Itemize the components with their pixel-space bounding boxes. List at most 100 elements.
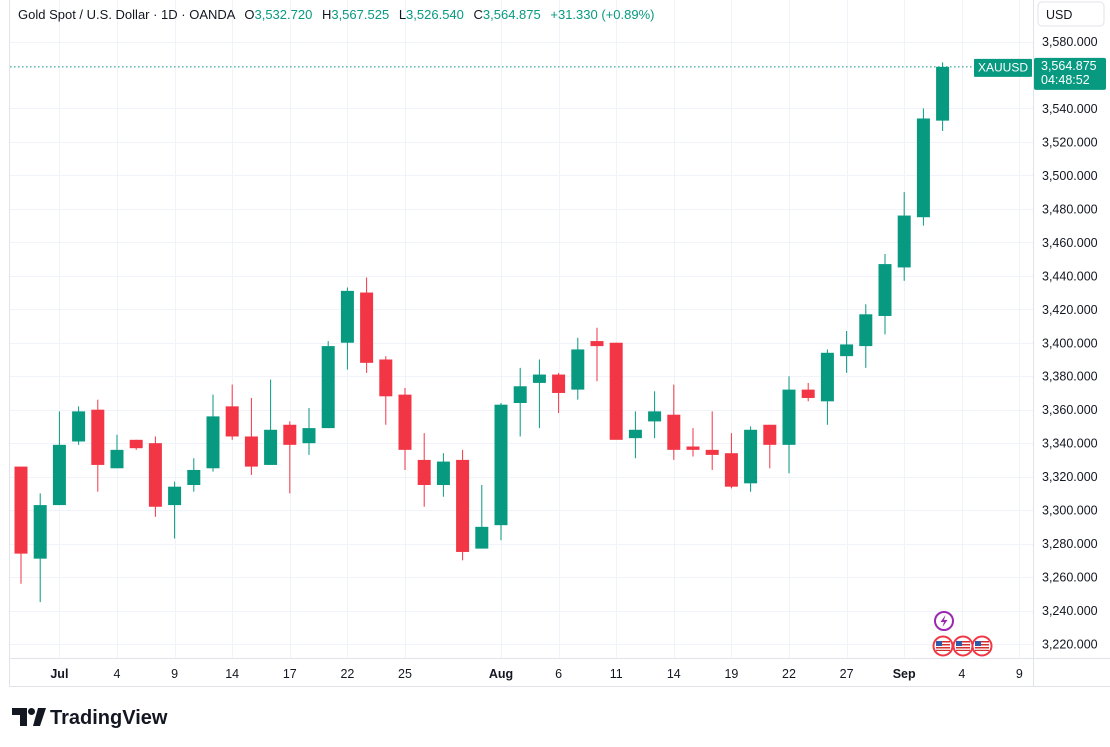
time-tick-label: 14: [667, 667, 681, 681]
price-tick-label: 3,300.000: [1042, 504, 1098, 518]
tradingview-logo-text: TradingView: [50, 707, 168, 729]
candle-body: [33, 505, 47, 559]
candle-body: [475, 526, 489, 549]
candles: [14, 62, 950, 603]
last-price-tag: 3,564.875 04:48:52: [1034, 57, 1106, 90]
high-label: H: [322, 7, 331, 22]
candle: [532, 359, 546, 429]
candle: [456, 449, 470, 561]
us-flag-icon[interactable]: [952, 635, 974, 657]
time-tick-label: 27: [840, 667, 854, 681]
candle: [897, 192, 911, 281]
time-axis[interactable]: Jul 4 9 14 17 22 25 Aug 6 11 14 19 22 27 Sep 4 9: [50, 667, 1023, 681]
open-label: O: [244, 7, 254, 22]
candle-body: [340, 290, 354, 343]
price-tick-label: 3,220.000: [1042, 638, 1098, 652]
candle-body: [667, 414, 681, 450]
legend: Gold Spot / U.S. Dollar · 1D · OANDA O3,…: [18, 7, 654, 22]
candle-body: [648, 411, 662, 422]
candle-body: [14, 466, 28, 554]
price-axis[interactable]: 3,220.000 3,240.000 3,260.000 3,280.000 3,30…: [1042, 35, 1098, 652]
tradingview-logo-icon: [12, 708, 46, 726]
candle: [648, 391, 662, 439]
candle-body: [379, 359, 393, 397]
tradingview-logo[interactable]: TradingView: [12, 707, 168, 729]
candle-body: [763, 424, 777, 445]
candle-body: [840, 344, 854, 357]
candle: [264, 379, 278, 465]
time-tick-label: 25: [398, 667, 412, 681]
us-flag-icon[interactable]: [971, 635, 993, 657]
candle-body: [283, 424, 297, 445]
lightning-icon[interactable]: [934, 611, 954, 631]
candle: [168, 481, 182, 539]
events[interactable]: [932, 611, 993, 657]
price-tick-label: 3,420.000: [1042, 303, 1098, 317]
price-tick-label: 3,520.000: [1042, 135, 1098, 149]
candle: [916, 108, 930, 226]
candle-body: [52, 444, 66, 506]
price-tick-label: 3,500.000: [1042, 169, 1098, 183]
candle-body: [302, 428, 316, 444]
time-tick-label: 9: [1016, 667, 1023, 681]
time-tick-label: 22: [340, 667, 354, 681]
us-flag-icon[interactable]: [932, 635, 954, 657]
candle-body: [686, 446, 700, 450]
price-tick-label: 3,580.000: [1042, 35, 1098, 49]
price-tick-label: 3,460.000: [1042, 236, 1098, 250]
candle-body: [436, 461, 450, 486]
candle: [571, 337, 585, 400]
candle-body: [897, 215, 911, 268]
candle-body: [936, 66, 950, 121]
time-tick-label: 22: [782, 667, 796, 681]
low-label: L: [399, 7, 406, 22]
candle: [820, 349, 834, 425]
candle-body: [72, 411, 86, 442]
candle: [225, 384, 239, 440]
price-tick-label: 3,280.000: [1042, 537, 1098, 551]
candle: [494, 403, 508, 541]
candle-body: [148, 443, 162, 507]
candle-body: [590, 341, 604, 347]
candle: [840, 331, 854, 373]
candle: [129, 439, 143, 450]
candle-body: [398, 394, 412, 450]
candle: [360, 277, 374, 373]
candle: [244, 397, 258, 475]
currency-label: USD: [1046, 8, 1072, 22]
time-tick-label: 9: [171, 667, 178, 681]
currency-button[interactable]: USD: [1037, 1, 1105, 27]
candle-body: [705, 449, 719, 455]
candle: [52, 411, 66, 506]
candle-body: [244, 436, 258, 467]
candle: [91, 399, 105, 492]
high-value: 3,567.525: [331, 7, 389, 22]
candle: [340, 287, 354, 370]
open-value: 3,532.720: [254, 7, 312, 22]
price-tick-label: 3,260.000: [1042, 571, 1098, 585]
price-tick-label: 3,480.000: [1042, 202, 1098, 216]
candle: [724, 433, 738, 489]
candle: [283, 421, 297, 494]
candle-body: [859, 314, 873, 347]
time-tick-label: 6: [555, 667, 562, 681]
symbol-title: Gold Spot / U.S. Dollar · 1D · OANDA: [18, 7, 236, 22]
candle-body: [225, 406, 239, 437]
time-tick-label: Aug: [489, 667, 513, 681]
candle-body: [360, 292, 374, 363]
candle: [552, 372, 566, 414]
price-tick-label: 3,340.000: [1042, 437, 1098, 451]
price-tick-label: 3,540.000: [1042, 102, 1098, 116]
candle-body: [782, 389, 796, 445]
candle: [398, 387, 412, 470]
candle: [33, 493, 47, 603]
candle-body: [494, 404, 508, 526]
time-tick-label: 4: [958, 667, 965, 681]
time-tick-label: 19: [724, 667, 738, 681]
symbol-tag: XAUUSD: [974, 58, 1032, 77]
price-tick-label: 3,440.000: [1042, 269, 1098, 283]
candle-body: [628, 429, 642, 439]
candle-body: [513, 386, 527, 403]
candle: [475, 485, 489, 549]
